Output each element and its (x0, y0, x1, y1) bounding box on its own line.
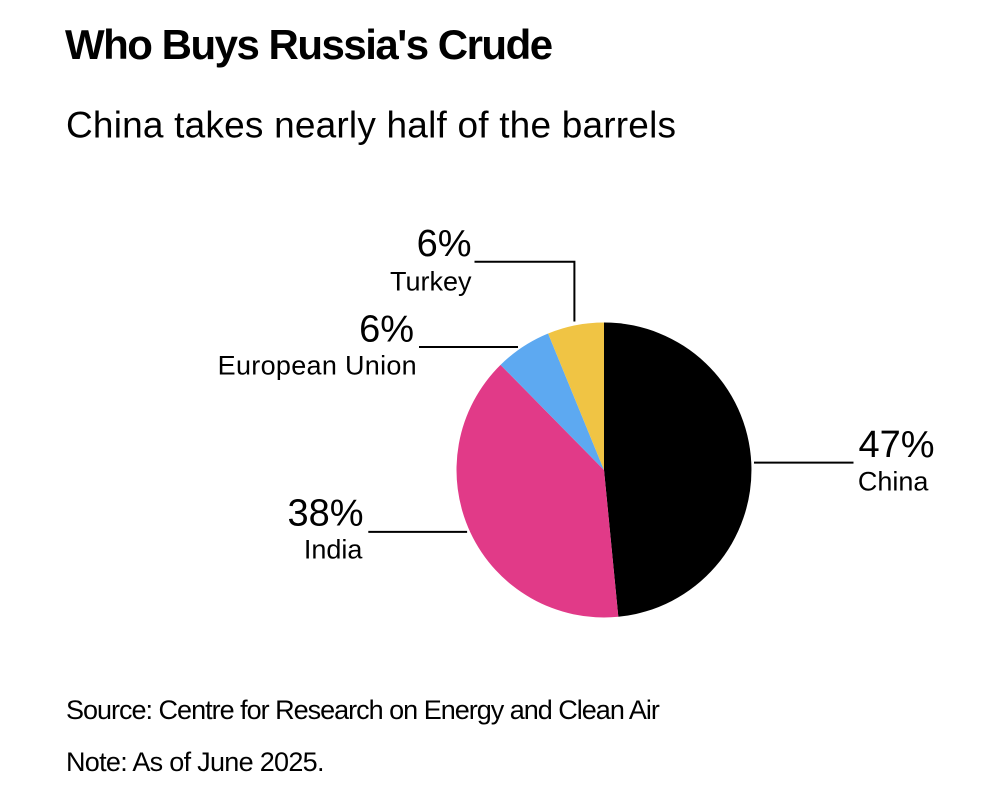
svg-text:6%: 6% (359, 308, 414, 350)
svg-text:47%: 47% (859, 424, 935, 466)
svg-text:India: India (304, 534, 364, 564)
svg-text:European Union: European Union (218, 350, 417, 380)
svg-text:38%: 38% (287, 492, 363, 534)
svg-text:Turkey: Turkey (390, 266, 472, 296)
svg-text:Source: Centre for Research on: Source: Centre for Research on Energy an… (66, 695, 660, 725)
svg-text:China: China (858, 466, 930, 496)
svg-text:Note: As of June 2025.: Note: As of June 2025. (66, 747, 324, 777)
svg-text:China takes nearly half of the: China takes nearly half of the barrels (66, 105, 676, 146)
svg-text:Who Buys Russia's Crude: Who Buys Russia's Crude (65, 21, 552, 68)
svg-text:6%: 6% (417, 223, 472, 265)
